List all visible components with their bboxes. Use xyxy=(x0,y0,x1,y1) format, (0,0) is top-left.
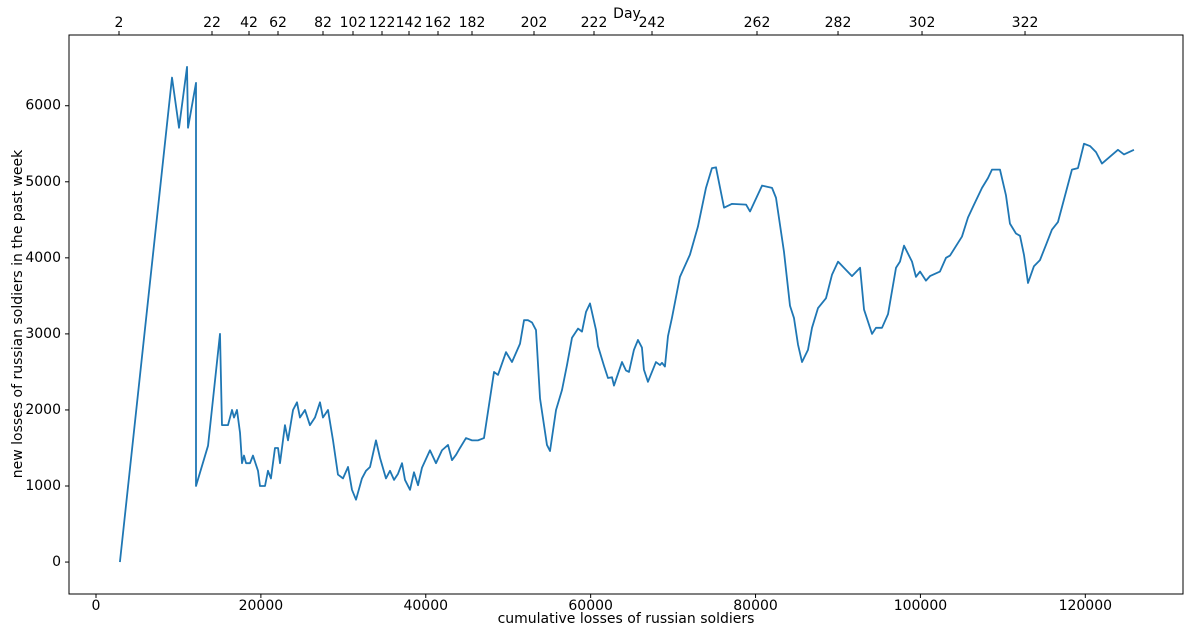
top-tick-label: 282 xyxy=(825,15,852,31)
x-tick-label: 0 xyxy=(92,598,101,614)
x-tick-label: 80000 xyxy=(733,598,778,614)
top-tick-label: 82 xyxy=(314,15,332,31)
data-line xyxy=(119,66,1135,563)
x-tick-label: 100000 xyxy=(894,598,947,614)
x-axis-label: cumulative losses of russian soldiers xyxy=(498,611,755,627)
y-tick-label: 3000 xyxy=(25,326,61,342)
y-axis-label: new losses of russian soldiers in the pa… xyxy=(10,149,26,478)
top-tick-label: 102 xyxy=(340,15,367,31)
top-tick-label: 142 xyxy=(396,15,423,31)
y-tick-label: 1000 xyxy=(25,478,61,494)
x-tick-label: 120000 xyxy=(1059,598,1112,614)
y-tick-label: 2000 xyxy=(25,402,61,418)
y-tick-label: 0 xyxy=(52,554,61,570)
top-tick-label: 182 xyxy=(459,15,486,31)
top-tick-label: 262 xyxy=(744,15,771,31)
top-tick-label: 22 xyxy=(203,15,221,31)
top-tick-label: 322 xyxy=(1012,15,1039,31)
top-tick-label: 42 xyxy=(240,15,258,31)
top-tick-label: 62 xyxy=(269,15,287,31)
top-tick-label: 222 xyxy=(581,15,608,31)
top-tick-label: 242 xyxy=(639,15,666,31)
x-tick-label: 40000 xyxy=(403,598,448,614)
top-tick-label: 2 xyxy=(115,15,124,31)
y-tick-label: 6000 xyxy=(25,98,61,114)
y-tick-label: 5000 xyxy=(25,174,61,190)
y-tick-label: 4000 xyxy=(25,250,61,266)
top-tick-label: 302 xyxy=(909,15,936,31)
plot-frame xyxy=(68,34,1184,595)
top-tick-label: 162 xyxy=(425,15,452,31)
top-tick-label: 202 xyxy=(521,15,548,31)
x-tick-label: 20000 xyxy=(239,598,284,614)
x-tick-label: 60000 xyxy=(568,598,613,614)
top-axis-label: Day xyxy=(613,6,641,22)
top-tick-label: 122 xyxy=(369,15,396,31)
